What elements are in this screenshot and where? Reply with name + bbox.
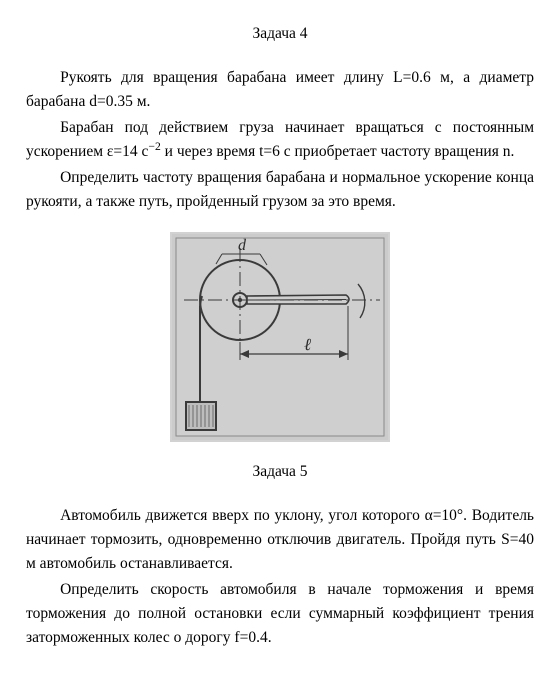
- task5-title: Задача 5: [26, 460, 534, 484]
- task4-title: Задача 4: [26, 22, 534, 46]
- figure-label-d: d: [238, 237, 247, 254]
- task4-figure: d ℓ: [26, 232, 534, 450]
- task4-para-2: Барабан под действием груза начинает вра…: [26, 116, 534, 164]
- task5-para-2: Определить скорость автомобиля в начале …: [26, 578, 534, 650]
- task4-para-1: Рукоять для вращения барабана имеет длин…: [26, 66, 534, 114]
- figure-label-l: ℓ: [304, 335, 311, 354]
- task4-para-2b: и через время t=6 с приобретает частоту …: [161, 143, 515, 160]
- task5-para-1: Автомобиль движется вверх по уклону, уго…: [26, 504, 534, 576]
- task4-para-2-exp: −2: [148, 140, 160, 153]
- task4-para-3: Определить частоту вращения барабана и н…: [26, 166, 534, 214]
